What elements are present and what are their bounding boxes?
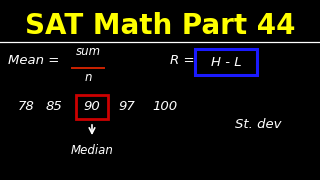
Text: R =: R = — [170, 53, 195, 66]
FancyBboxPatch shape — [195, 49, 257, 75]
Text: H - L: H - L — [211, 55, 241, 69]
Text: 78: 78 — [18, 100, 35, 114]
FancyBboxPatch shape — [76, 95, 108, 119]
Text: Median: Median — [71, 144, 113, 157]
Text: St. dev: St. dev — [235, 118, 281, 132]
Text: 90: 90 — [84, 100, 100, 114]
Text: SAT Math Part 44: SAT Math Part 44 — [25, 12, 295, 40]
Text: 100: 100 — [152, 100, 177, 114]
Text: Mean =: Mean = — [8, 53, 60, 66]
Text: 85: 85 — [46, 100, 63, 114]
Text: n: n — [84, 71, 92, 84]
Text: sum: sum — [76, 45, 100, 58]
Text: 97: 97 — [118, 100, 135, 114]
